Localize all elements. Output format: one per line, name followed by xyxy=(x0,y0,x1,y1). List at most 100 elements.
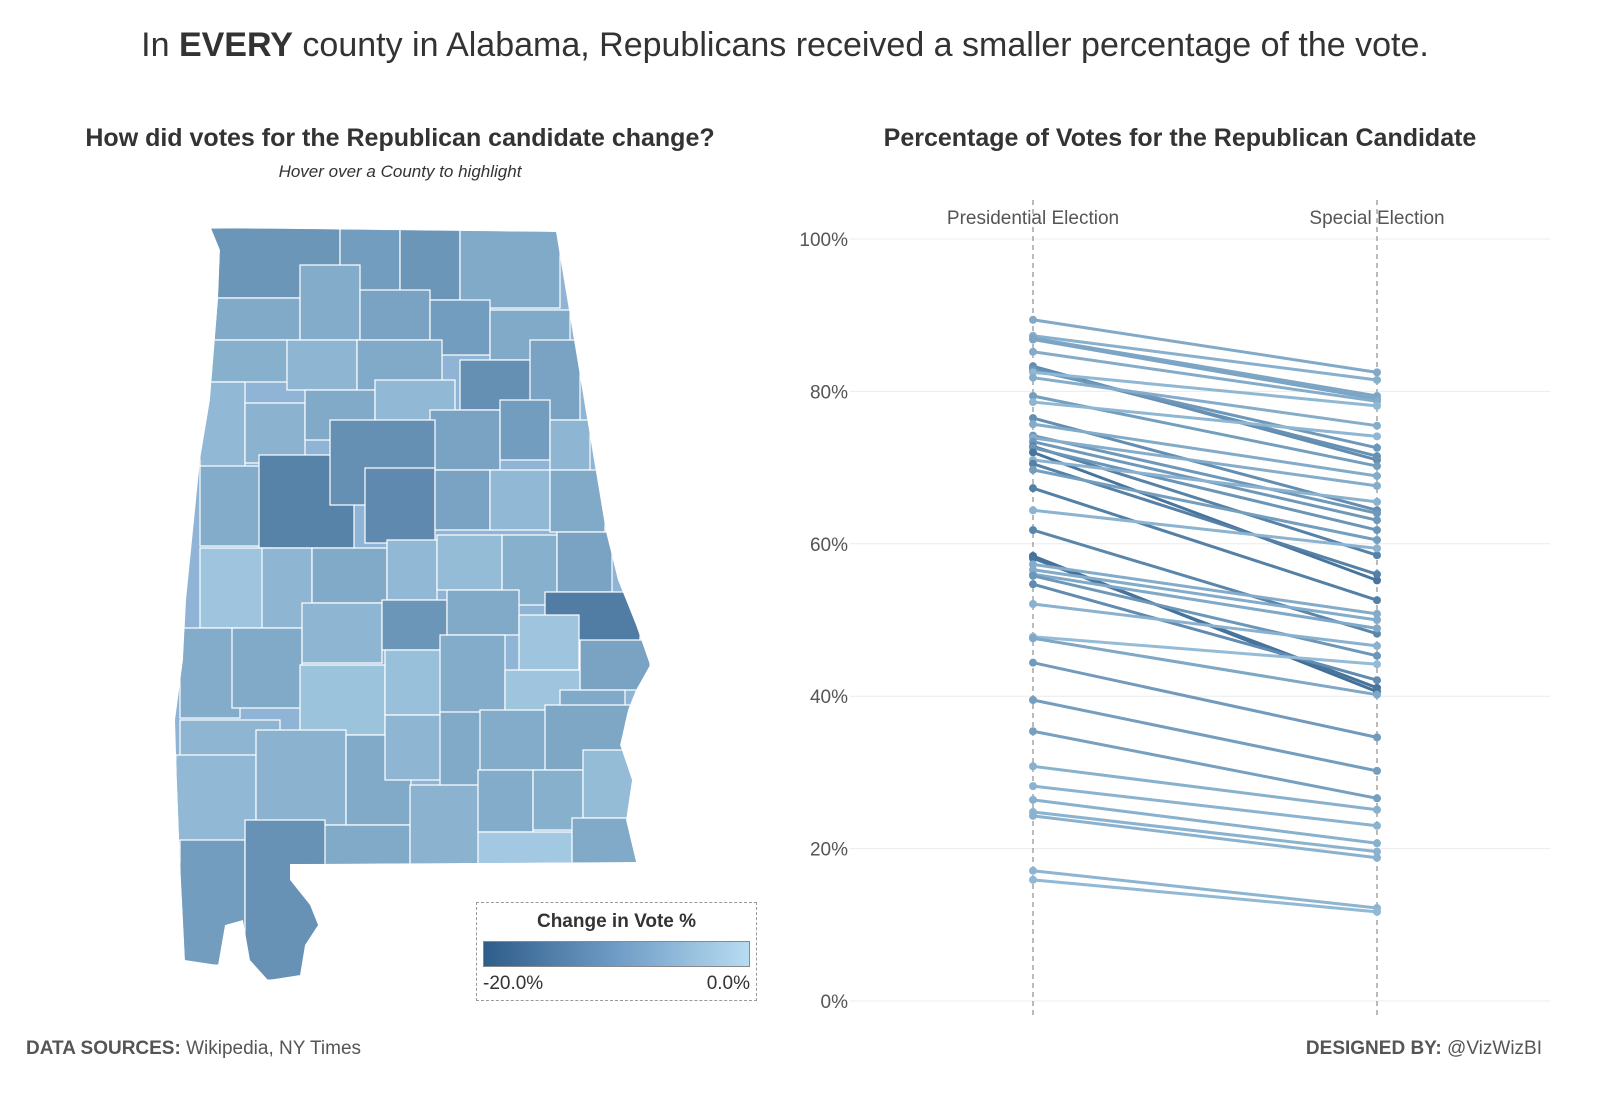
point-presidential[interactable] xyxy=(1029,335,1037,344)
point-special[interactable] xyxy=(1373,683,1381,692)
point-special[interactable] xyxy=(1373,471,1381,480)
slope-line[interactable] xyxy=(1032,336,1378,398)
county-32[interactable] xyxy=(436,534,503,591)
county-line[interactable] xyxy=(1029,506,1381,553)
point-special[interactable] xyxy=(1373,805,1381,814)
point-special[interactable] xyxy=(1373,766,1381,775)
point-special[interactable] xyxy=(1373,481,1381,490)
county-9[interactable] xyxy=(199,339,291,383)
county-31[interactable] xyxy=(386,539,438,601)
point-special[interactable] xyxy=(1373,551,1381,560)
county-2[interactable] xyxy=(399,228,461,301)
point-presidential[interactable] xyxy=(1029,506,1037,515)
county-line[interactable] xyxy=(1029,315,1381,377)
county-6[interactable] xyxy=(359,289,431,341)
slope-line[interactable] xyxy=(1032,562,1378,616)
slope-line[interactable] xyxy=(1032,468,1378,542)
county-21[interactable] xyxy=(199,465,261,547)
point-special[interactable] xyxy=(1373,462,1381,471)
point-special[interactable] xyxy=(1373,651,1381,660)
county-line[interactable] xyxy=(1029,634,1381,699)
point-presidential[interactable] xyxy=(1029,658,1037,667)
slope-line[interactable] xyxy=(1032,436,1378,488)
county-45[interactable] xyxy=(384,649,451,716)
point-presidential[interactable] xyxy=(1029,762,1037,771)
county-5[interactable] xyxy=(299,264,361,341)
county-25[interactable] xyxy=(434,469,491,531)
point-special[interactable] xyxy=(1373,690,1381,699)
point-special[interactable] xyxy=(1373,839,1381,848)
slope-line[interactable] xyxy=(1032,508,1378,550)
county-line[interactable] xyxy=(1029,658,1381,742)
county-line[interactable] xyxy=(1029,420,1381,480)
point-special[interactable] xyxy=(1373,544,1381,553)
county-50[interactable] xyxy=(255,729,347,826)
point-special[interactable] xyxy=(1373,794,1381,803)
county-38[interactable] xyxy=(301,602,383,664)
point-presidential[interactable] xyxy=(1029,875,1037,884)
point-special[interactable] xyxy=(1373,516,1381,525)
county-40[interactable] xyxy=(446,589,520,636)
slope-line[interactable] xyxy=(1032,878,1378,914)
point-presidential[interactable] xyxy=(1029,696,1037,705)
county-60[interactable] xyxy=(582,749,634,819)
county-line[interactable] xyxy=(1029,398,1381,441)
county-37[interactable] xyxy=(231,627,303,709)
county-30[interactable] xyxy=(311,547,388,604)
point-special[interactable] xyxy=(1373,847,1381,856)
county-44[interactable] xyxy=(299,664,386,736)
point-presidential[interactable] xyxy=(1029,782,1037,791)
county-34[interactable] xyxy=(556,531,613,593)
county-4[interactable] xyxy=(199,297,301,341)
county-line[interactable] xyxy=(1029,866,1381,913)
county-19[interactable] xyxy=(499,399,551,461)
point-presidential[interactable] xyxy=(1029,795,1037,804)
point-presidential[interactable] xyxy=(1029,554,1037,563)
point-special[interactable] xyxy=(1373,526,1381,535)
slope-line[interactable] xyxy=(1032,572,1378,630)
slope-line[interactable] xyxy=(1032,444,1378,557)
point-special[interactable] xyxy=(1373,660,1381,669)
county-18[interactable] xyxy=(429,409,501,471)
county-line[interactable] xyxy=(1029,554,1381,692)
point-special[interactable] xyxy=(1373,609,1381,618)
county-28[interactable] xyxy=(199,547,271,629)
county-42[interactable] xyxy=(579,639,650,691)
slope-line[interactable] xyxy=(1032,528,1378,636)
point-presidential[interactable] xyxy=(1029,420,1037,429)
county-39[interactable] xyxy=(381,599,448,651)
point-presidential[interactable] xyxy=(1029,580,1037,589)
county-line[interactable] xyxy=(1029,571,1381,660)
point-presidential[interactable] xyxy=(1029,526,1037,535)
slope-line[interactable] xyxy=(1032,574,1378,658)
point-presidential[interactable] xyxy=(1029,347,1037,356)
slope-line[interactable] xyxy=(1032,602,1378,648)
point-special[interactable] xyxy=(1373,509,1381,518)
point-special[interactable] xyxy=(1373,375,1381,384)
county-10[interactable] xyxy=(286,339,358,391)
point-special[interactable] xyxy=(1373,907,1381,916)
county-line[interactable] xyxy=(1029,580,1381,685)
point-special[interactable] xyxy=(1373,624,1381,633)
point-special[interactable] xyxy=(1373,596,1381,605)
slope-line[interactable] xyxy=(1032,318,1378,374)
county-line[interactable] xyxy=(1029,465,1381,544)
county-14[interactable] xyxy=(199,381,246,468)
slope-line[interactable] xyxy=(1032,568,1378,622)
county-27[interactable] xyxy=(549,469,606,533)
slope-line[interactable] xyxy=(1032,635,1378,666)
point-special[interactable] xyxy=(1373,641,1381,650)
point-special[interactable] xyxy=(1373,368,1381,377)
point-special[interactable] xyxy=(1373,497,1381,506)
slope-line[interactable] xyxy=(1032,422,1378,478)
slope-line[interactable] xyxy=(1032,582,1378,682)
slope-line[interactable] xyxy=(1032,376,1378,428)
county-line[interactable] xyxy=(1029,484,1381,605)
point-presidential[interactable] xyxy=(1029,373,1037,382)
county-57[interactable] xyxy=(409,784,481,866)
point-special[interactable] xyxy=(1373,853,1381,862)
point-presidential[interactable] xyxy=(1029,391,1037,400)
county-62[interactable] xyxy=(571,817,638,867)
point-special[interactable] xyxy=(1373,421,1381,430)
county-line[interactable] xyxy=(1029,875,1381,916)
